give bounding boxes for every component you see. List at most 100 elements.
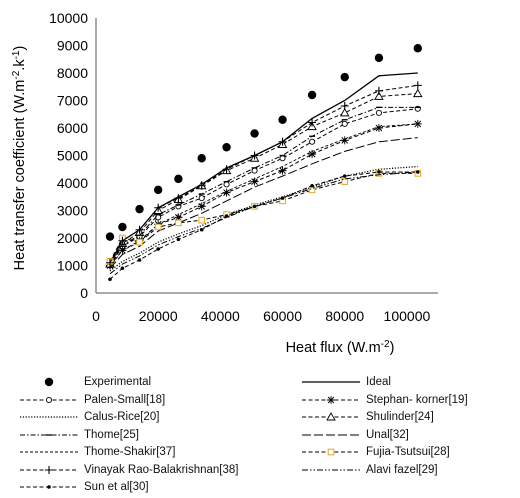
axes (95, 18, 438, 294)
data-point (118, 236, 127, 245)
legend-swatch (20, 451, 78, 453)
series-line (109, 93, 418, 265)
series-line (109, 72, 418, 264)
data-point (224, 214, 229, 218)
data-point (374, 86, 383, 95)
legend-marker (44, 377, 54, 387)
data-point (250, 151, 259, 160)
legend-marker (45, 396, 53, 403)
series-5 (105, 88, 423, 268)
data-point (153, 185, 163, 195)
series-4 (109, 165, 418, 272)
legend-label: Unal[32] (366, 428, 409, 441)
legend-label: Fujia-Tsutsui[28] (366, 446, 450, 458)
data-point (198, 195, 205, 202)
data-point (341, 178, 349, 185)
data-point (341, 120, 348, 127)
legend-item: Stephan- korner[19] (300, 392, 468, 408)
series-line (109, 106, 418, 265)
tick-labels: 0 1000 2000 3000 4000 5000 6000 7000 8000 9000 100… (49, 10, 430, 324)
legend-item: Alavi fazel[29] (300, 462, 438, 478)
series-7 (109, 137, 418, 269)
legend-swatch (302, 448, 360, 456)
data-point (222, 188, 231, 197)
legend-item: Sun et al[30] (18, 479, 149, 495)
legend-swatch (302, 412, 360, 421)
legend-marker (47, 485, 51, 489)
data-point (308, 150, 317, 159)
legend-swatch (20, 433, 78, 436)
data-point (105, 258, 114, 267)
y-tick-label: 4000 (57, 175, 88, 191)
legend-swatch (20, 416, 78, 418)
legend-item: Experimental (18, 374, 151, 390)
data-point (222, 165, 231, 174)
legend-item: Thome[25] (18, 427, 139, 443)
legend-label: Alavi fazel[29] (366, 463, 438, 476)
data-point (278, 137, 287, 146)
series-0 (105, 44, 422, 241)
data-point (278, 166, 287, 175)
x-axis-label: Heat flux (W.m-2) (286, 339, 395, 356)
legend-marker (327, 448, 335, 456)
y-tick-label: 0 (80, 285, 88, 301)
legend-label: Ideal (366, 376, 391, 388)
data-point (309, 138, 316, 145)
y-tick-label: 10000 (49, 10, 88, 26)
data-point (197, 154, 206, 163)
y-tick-label: 1000 (57, 258, 88, 274)
data-point (174, 174, 183, 184)
data-point (308, 118, 317, 127)
y-tick-label: 9000 (57, 38, 88, 54)
legend-swatch (302, 381, 360, 383)
legend-item: Thome-Shakir[37] (18, 444, 175, 460)
data-point (377, 170, 381, 174)
legend-swatch (20, 396, 78, 403)
data-point (374, 124, 383, 132)
data-point (197, 202, 206, 211)
data-point (340, 72, 349, 82)
legend-label: Thome-Shakir[37] (84, 446, 176, 458)
legend-label: Sun et al[30] (84, 481, 149, 493)
data-point (118, 222, 127, 232)
data-point (280, 196, 285, 200)
x-tick-label: 100000 (384, 308, 431, 324)
legend-label: Palen-Small[18] (84, 393, 166, 406)
series-11 (109, 171, 418, 275)
y-tick-label: 6000 (57, 120, 88, 136)
legend-label: Shulinder[24] (366, 411, 434, 423)
data-point (339, 107, 350, 117)
series-8 (109, 123, 418, 268)
legend-item: Palen-Small[18] (18, 392, 165, 408)
y-axis-label: Heat transfer coefficient (W.m-2.k-1) (11, 46, 28, 271)
data-point (156, 247, 160, 251)
data-point (136, 238, 143, 246)
data-point (199, 227, 204, 232)
series-line (109, 171, 418, 275)
legend-swatch (20, 485, 78, 489)
data-point (105, 232, 115, 241)
legend-marker (45, 465, 53, 474)
legend-label: Thome[25] (84, 428, 139, 441)
data-point (135, 225, 144, 234)
legend-label: Calus-Rice[20] (84, 411, 160, 423)
y-tick-label: 2000 (57, 230, 88, 246)
legend-swatch (44, 377, 54, 387)
data-point (174, 194, 183, 203)
data-point (175, 219, 182, 227)
data-point (342, 174, 347, 178)
data-point (375, 109, 382, 116)
series-9 (106, 170, 422, 265)
data-point (340, 102, 349, 110)
x-tick-label: 20000 (139, 308, 178, 324)
y-tick-label: 3000 (57, 203, 88, 219)
data-point (250, 129, 259, 138)
legend-marker (326, 412, 336, 421)
legend-swatch (302, 469, 360, 470)
data-point (120, 266, 125, 271)
series-line (109, 165, 418, 272)
legend-swatch (302, 395, 360, 404)
data-point (154, 223, 162, 231)
series-1 (109, 72, 418, 264)
data-point (374, 91, 384, 100)
